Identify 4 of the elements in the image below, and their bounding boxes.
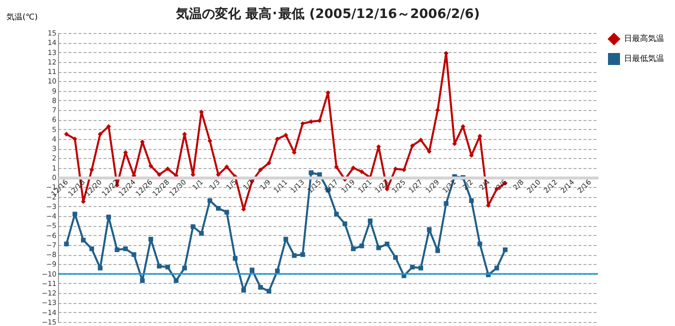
legend-label: 日最高気温 (624, 34, 664, 43)
legend-label: 日最低気温 (624, 54, 664, 63)
y-axis-title: 気温(℃) (6, 12, 38, 22)
chart-title: 気温の変化 最高･最低 (2005/12/16～2006/2/6) (175, 6, 480, 22)
